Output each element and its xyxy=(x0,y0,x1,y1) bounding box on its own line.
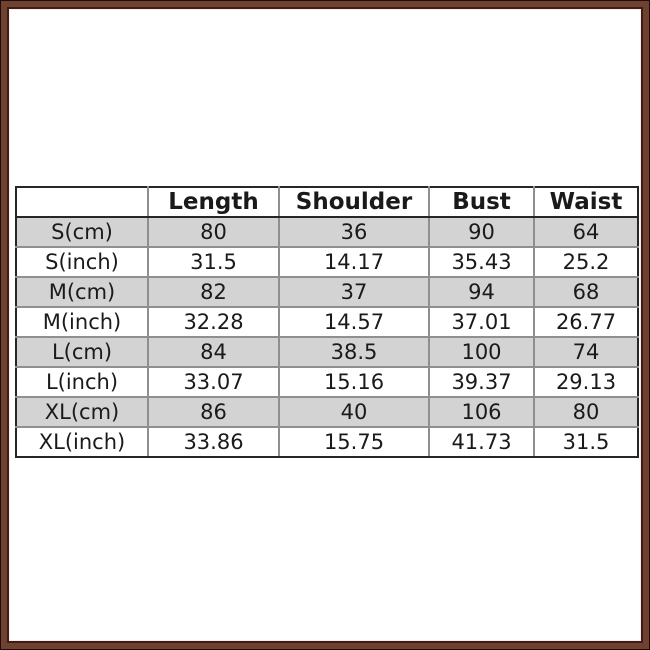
table-row: XL(inch) 33.86 15.75 41.73 31.5 xyxy=(15,426,639,458)
value-cell: 14.17 xyxy=(278,246,430,278)
column-header-shoulder: Shoulder xyxy=(278,186,430,218)
value-cell: 37 xyxy=(278,276,430,308)
value-cell: 64 xyxy=(533,216,639,248)
value-cell: 86 xyxy=(147,396,280,428)
value-cell: 94 xyxy=(428,276,535,308)
column-header-length: Length xyxy=(147,186,280,218)
row-label-cell: M(inch) xyxy=(15,306,149,338)
value-cell: 38.5 xyxy=(278,336,430,368)
table-row: L(cm) 84 38.5 100 74 xyxy=(15,336,639,368)
value-cell: 31.5 xyxy=(533,426,639,458)
table-row: L(inch) 33.07 15.16 39.37 29.13 xyxy=(15,366,639,398)
value-cell: 26.77 xyxy=(533,306,639,338)
value-cell: 84 xyxy=(147,336,280,368)
size-chart-table: Length Shoulder Bust Waist S(cm) 80 36 90 64 S(in… xyxy=(15,186,639,458)
value-cell: 80 xyxy=(147,216,280,248)
value-cell: 90 xyxy=(428,216,535,248)
value-cell: 39.37 xyxy=(428,366,535,398)
value-cell: 106 xyxy=(428,396,535,428)
header-row: Length Shoulder Bust Waist xyxy=(15,186,639,218)
table-row: S(cm) 80 36 90 64 xyxy=(15,216,639,248)
column-header-bust: Bust xyxy=(428,186,535,218)
value-cell: 15.16 xyxy=(278,366,430,398)
value-cell: 33.86 xyxy=(147,426,280,458)
value-cell: 35.43 xyxy=(428,246,535,278)
value-cell: 40 xyxy=(278,396,430,428)
table-row: M(inch) 32.28 14.57 37.01 26.77 xyxy=(15,306,639,338)
value-cell: 25.2 xyxy=(533,246,639,278)
table-row: M(cm) 82 37 94 68 xyxy=(15,276,639,308)
table-row: S(inch) 31.5 14.17 35.43 25.2 xyxy=(15,246,639,278)
value-cell: 36 xyxy=(278,216,430,248)
row-label-cell: M(cm) xyxy=(15,276,149,308)
value-cell: 31.5 xyxy=(147,246,280,278)
value-cell: 37.01 xyxy=(428,306,535,338)
table-row: XL(cm) 86 40 106 80 xyxy=(15,396,639,428)
row-label-cell: L(inch) xyxy=(15,366,149,398)
value-cell: 15.75 xyxy=(278,426,430,458)
value-cell: 80 xyxy=(533,396,639,428)
value-cell: 33.07 xyxy=(147,366,280,398)
row-label-cell: S(cm) xyxy=(15,216,149,248)
row-label-cell: L(cm) xyxy=(15,336,149,368)
page-content: Length Shoulder Bust Waist S(cm) 80 36 90 64 S(in… xyxy=(10,10,640,640)
row-label-cell: XL(inch) xyxy=(15,426,149,458)
value-cell: 100 xyxy=(428,336,535,368)
value-cell: 29.13 xyxy=(533,366,639,398)
value-cell: 41.73 xyxy=(428,426,535,458)
row-label-cell: S(inch) xyxy=(15,246,149,278)
value-cell: 32.28 xyxy=(147,306,280,338)
row-label-cell: XL(cm) xyxy=(15,396,149,428)
value-cell: 74 xyxy=(533,336,639,368)
value-cell: 14.57 xyxy=(278,306,430,338)
value-cell: 82 xyxy=(147,276,280,308)
corner-cell xyxy=(15,186,149,218)
value-cell: 68 xyxy=(533,276,639,308)
column-header-waist: Waist xyxy=(533,186,639,218)
